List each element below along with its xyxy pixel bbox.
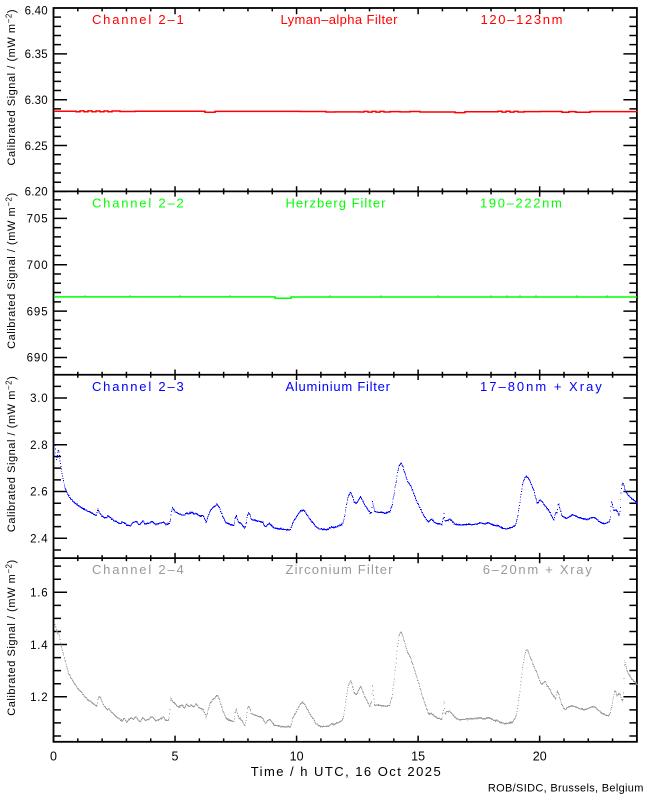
svg-text:705: 705	[27, 214, 48, 226]
svg-text:5: 5	[172, 750, 179, 764]
svg-text:700: 700	[27, 260, 48, 272]
svg-text:Time / h UTC, 16 Oct 2025: Time / h UTC, 16 Oct 2025	[251, 764, 441, 779]
svg-text:2.6: 2.6	[30, 487, 48, 499]
svg-text:20: 20	[533, 750, 547, 764]
svg-text:6.30: 6.30	[25, 95, 48, 107]
svg-text:0: 0	[50, 750, 57, 764]
svg-text:1.6: 1.6	[30, 588, 48, 600]
svg-text:10: 10	[290, 750, 304, 764]
svg-text:120–123nm: 120–123nm	[481, 12, 563, 27]
svg-text:Calibrated Signal / (mW m−2): Calibrated Signal / (mW m−2)	[4, 9, 18, 166]
svg-text:Aluminium Filter: Aluminium Filter	[286, 379, 391, 394]
svg-text:Herzberg Filter: Herzberg Filter	[286, 195, 387, 210]
svg-text:6–20nm + Xray: 6–20nm + Xray	[483, 562, 593, 577]
svg-text:690: 690	[27, 353, 48, 365]
svg-text:190–222nm: 190–222nm	[480, 195, 562, 210]
svg-text:Calibrated Signal / (mW m−2): Calibrated Signal / (mW m−2)	[4, 192, 18, 349]
svg-text:695: 695	[27, 306, 48, 318]
svg-text:6.20: 6.20	[25, 187, 48, 199]
svg-text:Calibrated Signal / (mW m−2): Calibrated Signal / (mW m−2)	[4, 559, 18, 716]
svg-text:3.0: 3.0	[30, 393, 48, 405]
svg-text:Lyman–alpha Filter: Lyman–alpha Filter	[281, 12, 399, 27]
svg-text:Zirconium Filter: Zirconium Filter	[286, 562, 394, 577]
svg-text:1.2: 1.2	[30, 692, 48, 704]
svg-text:2.8: 2.8	[30, 440, 48, 452]
svg-text:15: 15	[411, 750, 425, 764]
svg-text:Calibrated Signal / (mW m−2): Calibrated Signal / (mW m−2)	[4, 376, 18, 533]
svg-text:17–80nm + Xray: 17–80nm + Xray	[480, 379, 602, 394]
svg-text:2.4: 2.4	[30, 534, 48, 546]
svg-text:6.40: 6.40	[25, 6, 48, 18]
svg-text:6.35: 6.35	[25, 49, 48, 61]
svg-text:ROB/SIDC, Brussels, Belgium: ROB/SIDC, Brussels, Belgium	[488, 782, 644, 794]
svg-text:6.25: 6.25	[25, 141, 48, 153]
svg-text:1.4: 1.4	[30, 640, 48, 652]
